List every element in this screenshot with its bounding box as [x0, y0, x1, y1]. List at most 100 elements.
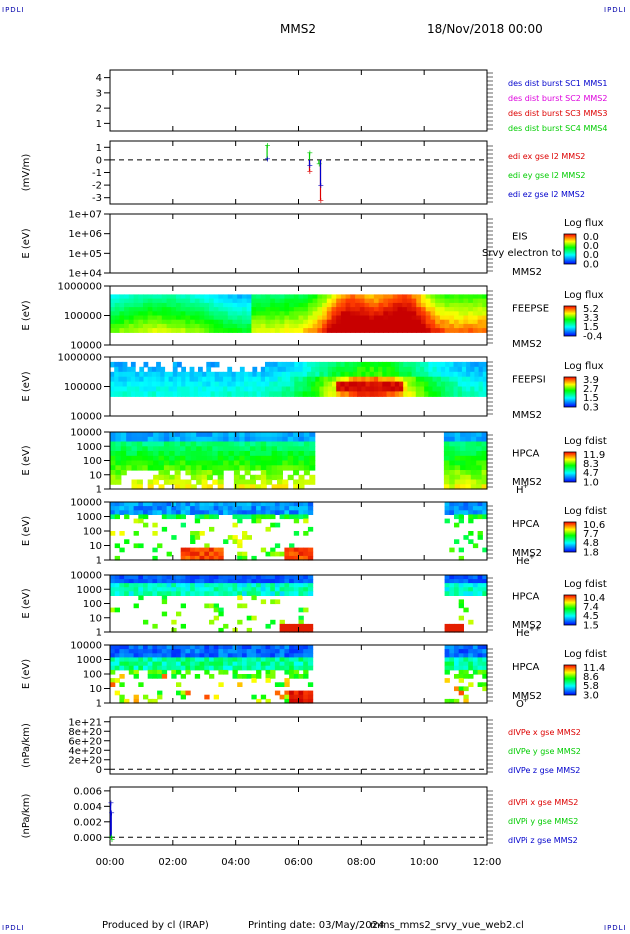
- heatmap-cell: [214, 361, 220, 368]
- heatmap-cell: [348, 371, 354, 378]
- heatmap-cell: [353, 371, 358, 378]
- heatmap-cell: [281, 386, 287, 392]
- heatmap-cell: [115, 455, 122, 462]
- heatmap-cell: [110, 323, 116, 329]
- heatmap-cell: [463, 319, 469, 325]
- heatmap-cell: [293, 465, 300, 471]
- heatmap-cell: [430, 323, 436, 329]
- heatmap-cell: [114, 381, 119, 388]
- heatmap-cell: [147, 649, 153, 654]
- heatmap-cell: [124, 649, 130, 654]
- heatmap-cell: [425, 311, 431, 317]
- heatmap-cell: [239, 366, 245, 373]
- heatmap-cell: [345, 294, 351, 300]
- heatmap-cell: [457, 366, 463, 373]
- heatmap-cell: [213, 510, 219, 515]
- colorbar-tick-label: 4.5: [583, 611, 599, 622]
- heatmap-cell: [454, 649, 460, 654]
- heatmap-cell: [180, 510, 186, 515]
- heatmap-cell: [285, 366, 291, 373]
- heatmap-cell: [227, 323, 234, 329]
- heatmap-cell: [194, 328, 201, 333]
- heatmap-cell: [196, 436, 203, 443]
- heatmap-cell: [454, 627, 460, 633]
- heatmap-cell: [166, 315, 172, 321]
- heatmap-cell: [424, 386, 429, 392]
- heatmap-cell: [340, 323, 347, 329]
- heatmap-cell: [281, 361, 287, 368]
- heatmap-cell: [232, 311, 238, 317]
- heatmap-cell: [118, 361, 124, 368]
- heatmap-cell: [425, 315, 431, 321]
- heatmap-cell: [120, 451, 127, 457]
- heatmap-cell: [458, 583, 464, 588]
- heatmap-cell: [373, 307, 380, 312]
- heatmap-cell: [143, 649, 149, 654]
- heatmap-cell: [482, 391, 488, 397]
- heatmap-cell: [139, 381, 145, 388]
- heatmap-cell: [110, 514, 116, 520]
- heatmap-cell: [457, 371, 463, 378]
- heatmap-cell: [252, 376, 258, 383]
- colorbar-title: Log fdist: [564, 436, 607, 447]
- heatmap-cell: [449, 591, 455, 596]
- heatmap-cell: [214, 391, 220, 397]
- heatmap-cell: [364, 307, 370, 312]
- heatmap-cell: [355, 323, 361, 329]
- heatmap-cell: [348, 391, 354, 397]
- heatmap-cell: [290, 381, 295, 388]
- heatmap-cell: [161, 298, 168, 304]
- heatmap-cell: [477, 649, 483, 654]
- heatmap-cell: [302, 376, 308, 383]
- heatmap-cell: [227, 311, 234, 317]
- heatmap-cell: [477, 653, 483, 658]
- heatmap-cell: [322, 328, 328, 333]
- heatmap-cell: [406, 294, 413, 300]
- heatmap-cell: [269, 361, 274, 368]
- heatmap-cell: [180, 674, 186, 679]
- heatmap-cell: [130, 366, 136, 373]
- heatmap-cell: [180, 323, 186, 329]
- heatmap-cell: [436, 376, 442, 383]
- heatmap-cell: [171, 661, 177, 667]
- heatmap-cell: [142, 451, 149, 457]
- heatmap-cell: [315, 391, 321, 397]
- heatmap-cell: [472, 323, 479, 329]
- heatmap-cell: [133, 319, 139, 325]
- heatmap-cell: [260, 465, 267, 471]
- heatmap-cell: [185, 319, 191, 325]
- heatmap-cell: [210, 391, 216, 397]
- heatmap-cell: [213, 502, 219, 507]
- heatmap-cell: [284, 649, 290, 654]
- heatmap-cell: [274, 665, 281, 671]
- heatmap-cell: [199, 328, 205, 333]
- heatmap-cell: [357, 391, 362, 397]
- heatmap-cell: [217, 446, 224, 452]
- heatmap-cell: [114, 323, 120, 329]
- heatmap-cell: [312, 298, 318, 304]
- heatmap-cell: [454, 307, 460, 312]
- heatmap-cell: [279, 319, 285, 325]
- heatmap-cell: [392, 319, 399, 325]
- heatmap-cell: [246, 627, 252, 633]
- heatmap-cell: [298, 381, 304, 388]
- heatmap-cell: [411, 371, 417, 378]
- heatmap-cell: [332, 376, 337, 383]
- heatmap-cell: [386, 386, 392, 392]
- heatmap-cell: [213, 514, 219, 520]
- heatmap-cell: [228, 432, 235, 438]
- heatmap-cell: [237, 551, 243, 557]
- heatmap-cell: [453, 386, 459, 392]
- heatmap-cell: [242, 510, 248, 515]
- heatmap-cell: [444, 579, 450, 584]
- heatmap-cell: [477, 311, 483, 317]
- heatmap-cell: [415, 376, 421, 383]
- heatmap-cell: [482, 686, 488, 692]
- heatmap-cell: [421, 307, 427, 312]
- heatmap-cell: [449, 465, 456, 471]
- heatmap-cell: [477, 510, 483, 515]
- heatmap-cell: [115, 479, 122, 485]
- heatmap-cell: [444, 698, 450, 704]
- heatmap-cell: [120, 432, 127, 438]
- heatmap-cell: [246, 307, 252, 312]
